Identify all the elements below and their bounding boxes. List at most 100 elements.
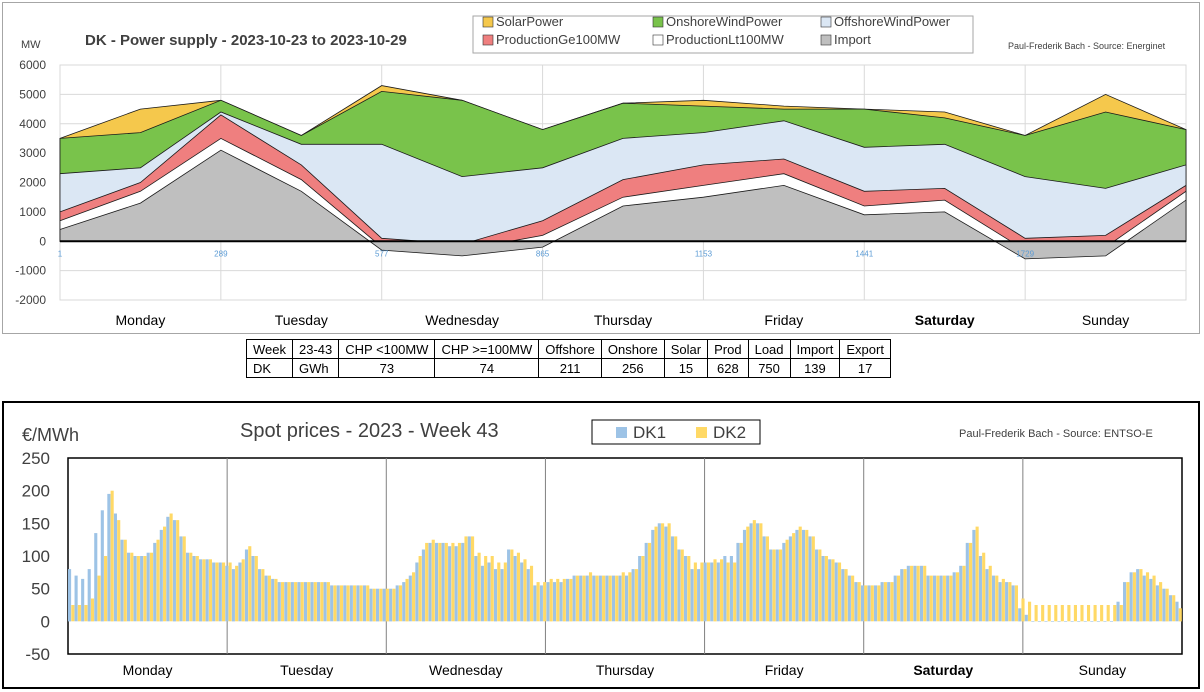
bar-DK2 bbox=[975, 526, 979, 622]
bar-DK1 bbox=[972, 529, 976, 622]
bar-DK1 bbox=[212, 562, 216, 622]
bar-DK2 bbox=[182, 536, 186, 622]
bar-DK1 bbox=[834, 562, 838, 622]
chart2-source: Paul-Frederik Bach - Source: ENTSO-E bbox=[959, 428, 1153, 440]
bar-DK1 bbox=[192, 556, 196, 622]
bar-DK2 bbox=[988, 565, 992, 622]
bar-DK1 bbox=[500, 569, 504, 622]
day-label: Friday bbox=[764, 312, 803, 328]
table-cell: 750 bbox=[747, 358, 791, 378]
bar-DK2 bbox=[84, 605, 88, 622]
bar-DK2 bbox=[366, 585, 370, 622]
bar-DK2 bbox=[772, 549, 776, 622]
bar-DK2 bbox=[215, 562, 219, 622]
bar-DK1 bbox=[153, 542, 157, 622]
bar-DK2 bbox=[837, 562, 842, 622]
bar-DK2 bbox=[910, 565, 914, 622]
y-tick-label: 1000 bbox=[19, 205, 46, 219]
bar-DK2 bbox=[497, 562, 501, 622]
bar-DK1 bbox=[271, 578, 275, 622]
bar-DK1 bbox=[854, 582, 858, 622]
bar-DK2 bbox=[326, 582, 330, 622]
legend-swatch bbox=[820, 34, 832, 46]
chart2-bars bbox=[68, 490, 1182, 622]
bar-DK2 bbox=[890, 582, 894, 622]
bar-DK1 bbox=[998, 582, 1002, 622]
bar-DK1 bbox=[1162, 588, 1166, 622]
bar-DK2 bbox=[320, 582, 324, 622]
table-header-cell: Import bbox=[789, 339, 841, 359]
bar-DK1 bbox=[434, 542, 439, 622]
bar-DK1 bbox=[710, 562, 714, 622]
bar-DK1 bbox=[474, 556, 478, 622]
bar-DK2 bbox=[405, 578, 409, 622]
bar-DK1 bbox=[598, 575, 602, 622]
bar-DK2 bbox=[77, 605, 81, 622]
bar-DK2 bbox=[307, 582, 311, 622]
bar-DK1 bbox=[788, 536, 792, 622]
bar-DK2 bbox=[110, 490, 114, 622]
bar-DK1 bbox=[638, 556, 642, 622]
bar-DK1 bbox=[887, 582, 891, 622]
bar-DK1 bbox=[1050, 621, 1055, 622]
bar-DK1 bbox=[1031, 621, 1035, 622]
chart1-legend: SolarPower OnshoreWindPower OffshoreWindPo… bbox=[482, 14, 951, 47]
bar-DK1 bbox=[520, 562, 524, 622]
bar-DK2 bbox=[1034, 605, 1038, 622]
bar-DK1 bbox=[343, 585, 347, 622]
bar-DK1 bbox=[1142, 575, 1146, 622]
bar-DK1 bbox=[782, 542, 786, 622]
bar-DK2 bbox=[123, 539, 127, 622]
bar-DK2 bbox=[1100, 605, 1104, 622]
bar-DK1 bbox=[100, 510, 104, 622]
bar-DK1 bbox=[310, 582, 314, 622]
table-header-cell: Prod bbox=[707, 339, 749, 359]
bar-DK2 bbox=[1086, 605, 1091, 622]
bar-DK2 bbox=[353, 585, 357, 622]
day-label: Tuesday bbox=[275, 312, 328, 328]
bar-DK2 bbox=[208, 559, 212, 622]
bar-DK1 bbox=[697, 569, 701, 622]
legend-swatch bbox=[482, 16, 494, 28]
bar-DK1 bbox=[120, 539, 124, 622]
bar-DK2 bbox=[543, 582, 547, 622]
table-header-cell: Onshore bbox=[600, 339, 665, 359]
bar-DK1 bbox=[415, 562, 419, 622]
bar-DK1 bbox=[172, 520, 176, 622]
bar-DK2 bbox=[202, 559, 206, 622]
bar-DK2 bbox=[896, 575, 901, 622]
legend-swatch bbox=[482, 34, 494, 46]
y-tick-label: 4000 bbox=[19, 117, 46, 131]
table-cell: 74 bbox=[434, 358, 540, 378]
bar-DK2 bbox=[798, 526, 802, 622]
day-label: Monday bbox=[123, 662, 173, 678]
legend-swatch bbox=[652, 16, 664, 28]
table-header-row: Week 23-43 CHP <100MW CHP >=100MW Offshore On… bbox=[246, 339, 891, 359]
y-tick-label: 2000 bbox=[19, 176, 46, 190]
bar-DK1 bbox=[815, 549, 819, 622]
y-tick-label: 50 bbox=[31, 580, 50, 599]
bar-DK2 bbox=[130, 552, 134, 622]
bar-DK1 bbox=[959, 565, 963, 622]
bar-DK2 bbox=[785, 539, 789, 622]
bar-DK1 bbox=[1064, 621, 1068, 622]
bar-DK2 bbox=[739, 542, 743, 622]
table-cell: 256 bbox=[600, 358, 665, 378]
bar-DK1 bbox=[244, 549, 249, 622]
bar-DK1 bbox=[284, 582, 288, 622]
bar-DK2 bbox=[267, 575, 271, 622]
bar-DK2 bbox=[503, 562, 507, 622]
bar-DK1 bbox=[723, 556, 727, 622]
bar-DK1 bbox=[205, 559, 209, 622]
bar-DK1 bbox=[1155, 585, 1159, 622]
table-header-cell: 23-43 bbox=[291, 339, 340, 359]
bar-DK1 bbox=[585, 575, 589, 622]
bar-DK2 bbox=[713, 559, 717, 622]
bar-DK1 bbox=[330, 585, 334, 622]
bar-DK2 bbox=[916, 565, 920, 622]
table-cell: 73 bbox=[338, 358, 436, 378]
bar-DK1 bbox=[670, 536, 674, 622]
table-cell: 139 bbox=[789, 358, 841, 378]
chart1-axes: 6000 5000 4000 3000 2000 1000 0 -1000 -2000 1 289 5… bbox=[15, 58, 1186, 328]
bar-DK1 bbox=[303, 582, 308, 622]
